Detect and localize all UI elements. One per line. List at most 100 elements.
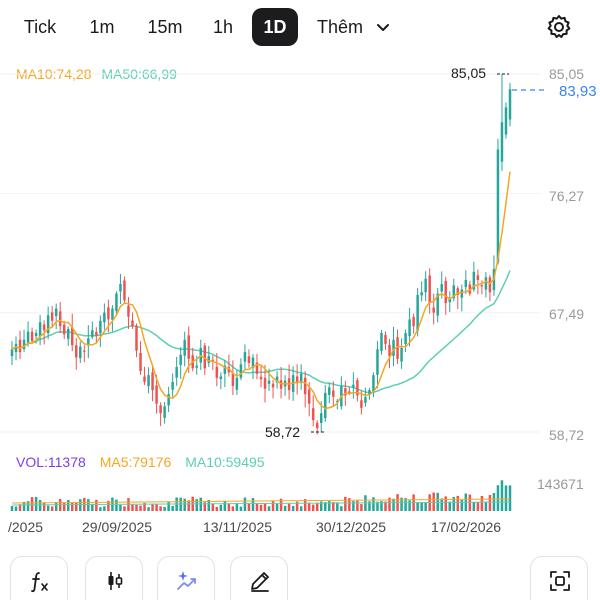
volume-bar (392, 498, 395, 511)
candle-body (183, 339, 186, 356)
volume-bar (267, 506, 271, 511)
candle-body (380, 333, 383, 351)
volume-bar (54, 502, 58, 511)
candle-body (344, 388, 347, 396)
chart-type-button[interactable] (85, 556, 143, 600)
volume-bar (26, 501, 30, 511)
volume-bar (207, 499, 211, 511)
volume-bar (468, 494, 472, 511)
tab-tick[interactable]: Tick (23, 17, 57, 37)
price-chart[interactable]: 85,05 76,27 67,49 58,72 83,93 85,05 58,7… (0, 58, 600, 578)
gear-icon[interactable] (545, 13, 573, 41)
candle-body (203, 345, 207, 369)
candle-body (219, 376, 223, 380)
date-label-3: 30/12/2025 (316, 519, 386, 535)
candle-body (18, 339, 22, 353)
ma10-path (11, 171, 511, 410)
candle-body (311, 408, 315, 421)
chevron-down-icon[interactable] (376, 20, 390, 34)
volume-bar (348, 498, 351, 511)
volume-bar (400, 497, 403, 511)
indicator-button[interactable] (10, 556, 68, 600)
volume-bar (448, 501, 452, 511)
ai-analysis-button[interactable] (157, 556, 215, 600)
tab-1m[interactable]: 1m (89, 17, 115, 37)
volume-bar (416, 502, 419, 511)
volume-bar (119, 504, 122, 511)
volume-bar (508, 485, 512, 511)
candle-body (91, 330, 94, 337)
candle-body (372, 375, 375, 393)
candle-body (231, 373, 235, 387)
volume-bar (352, 501, 355, 511)
candle-body (26, 331, 30, 343)
tab-15m[interactable]: 15m (147, 17, 183, 37)
volume-bar (147, 507, 150, 511)
candle-body (131, 320, 134, 327)
candle-body (279, 380, 283, 389)
date-label-0: /2025 (8, 519, 43, 535)
volume-bar (360, 504, 363, 511)
candle-body (75, 345, 78, 358)
volume-bar (231, 506, 235, 511)
candle-body (38, 322, 42, 337)
candle-body (263, 377, 267, 389)
volume-bar (247, 503, 251, 511)
candle-body (500, 122, 504, 162)
volume-bar (255, 503, 259, 511)
volume-bar (46, 505, 50, 511)
volume-bar (30, 497, 34, 511)
candle-body (119, 284, 122, 292)
volume-bar (159, 506, 162, 511)
low-marker: 58,72 (265, 424, 300, 440)
candle-body (392, 339, 395, 356)
volume-bar (484, 501, 488, 511)
candle-body (247, 356, 251, 363)
volume-bar (34, 496, 38, 511)
candle-body (476, 275, 480, 280)
volume-bar (235, 502, 239, 511)
candle-body (504, 107, 508, 135)
volume-max-label: 143671 (537, 476, 584, 492)
candle-body (348, 391, 351, 393)
candle-body (207, 356, 211, 364)
volume-bar (18, 504, 22, 511)
volume-bar (388, 497, 391, 511)
more-dropdown[interactable]: Thêm (317, 8, 363, 46)
candle-body (364, 396, 367, 403)
candle-body (215, 366, 219, 378)
volume-bar (275, 503, 279, 511)
candle-body (66, 328, 70, 339)
candle-body (396, 337, 399, 359)
candle-body (251, 357, 255, 369)
tab-1d[interactable]: 1D (252, 8, 298, 46)
volume-bar (340, 506, 343, 511)
volume-bar (436, 492, 439, 511)
timeframe-bar: Tick 1m 15m 1h 1D Thêm (0, 0, 600, 52)
volume-bar (299, 506, 303, 511)
candle-body (14, 343, 18, 353)
candle-body (70, 327, 74, 346)
candle-body (255, 362, 259, 374)
volume-bar (336, 502, 339, 511)
tab-1h[interactable]: 1h (212, 17, 234, 37)
volume-bar (163, 506, 166, 511)
candle-body (480, 285, 484, 287)
volume-bar (115, 499, 118, 511)
volume-bar (70, 502, 74, 511)
candle-body (34, 333, 38, 337)
current-price-label: 83,93 (559, 83, 597, 100)
candle-body (83, 350, 86, 352)
draw-button[interactable] (230, 556, 288, 600)
volume-bar (324, 502, 327, 511)
volume-bar (187, 500, 190, 511)
volume-bar (328, 501, 331, 511)
chart-toolbar (0, 556, 600, 600)
volume-bar (332, 501, 335, 511)
volume-bar (472, 502, 476, 511)
candle-body (223, 365, 227, 374)
price-label-low: 58,72 (549, 427, 584, 443)
fullscreen-button[interactable] (530, 556, 588, 600)
volume-bar (452, 496, 456, 511)
volume-bar (139, 505, 142, 511)
